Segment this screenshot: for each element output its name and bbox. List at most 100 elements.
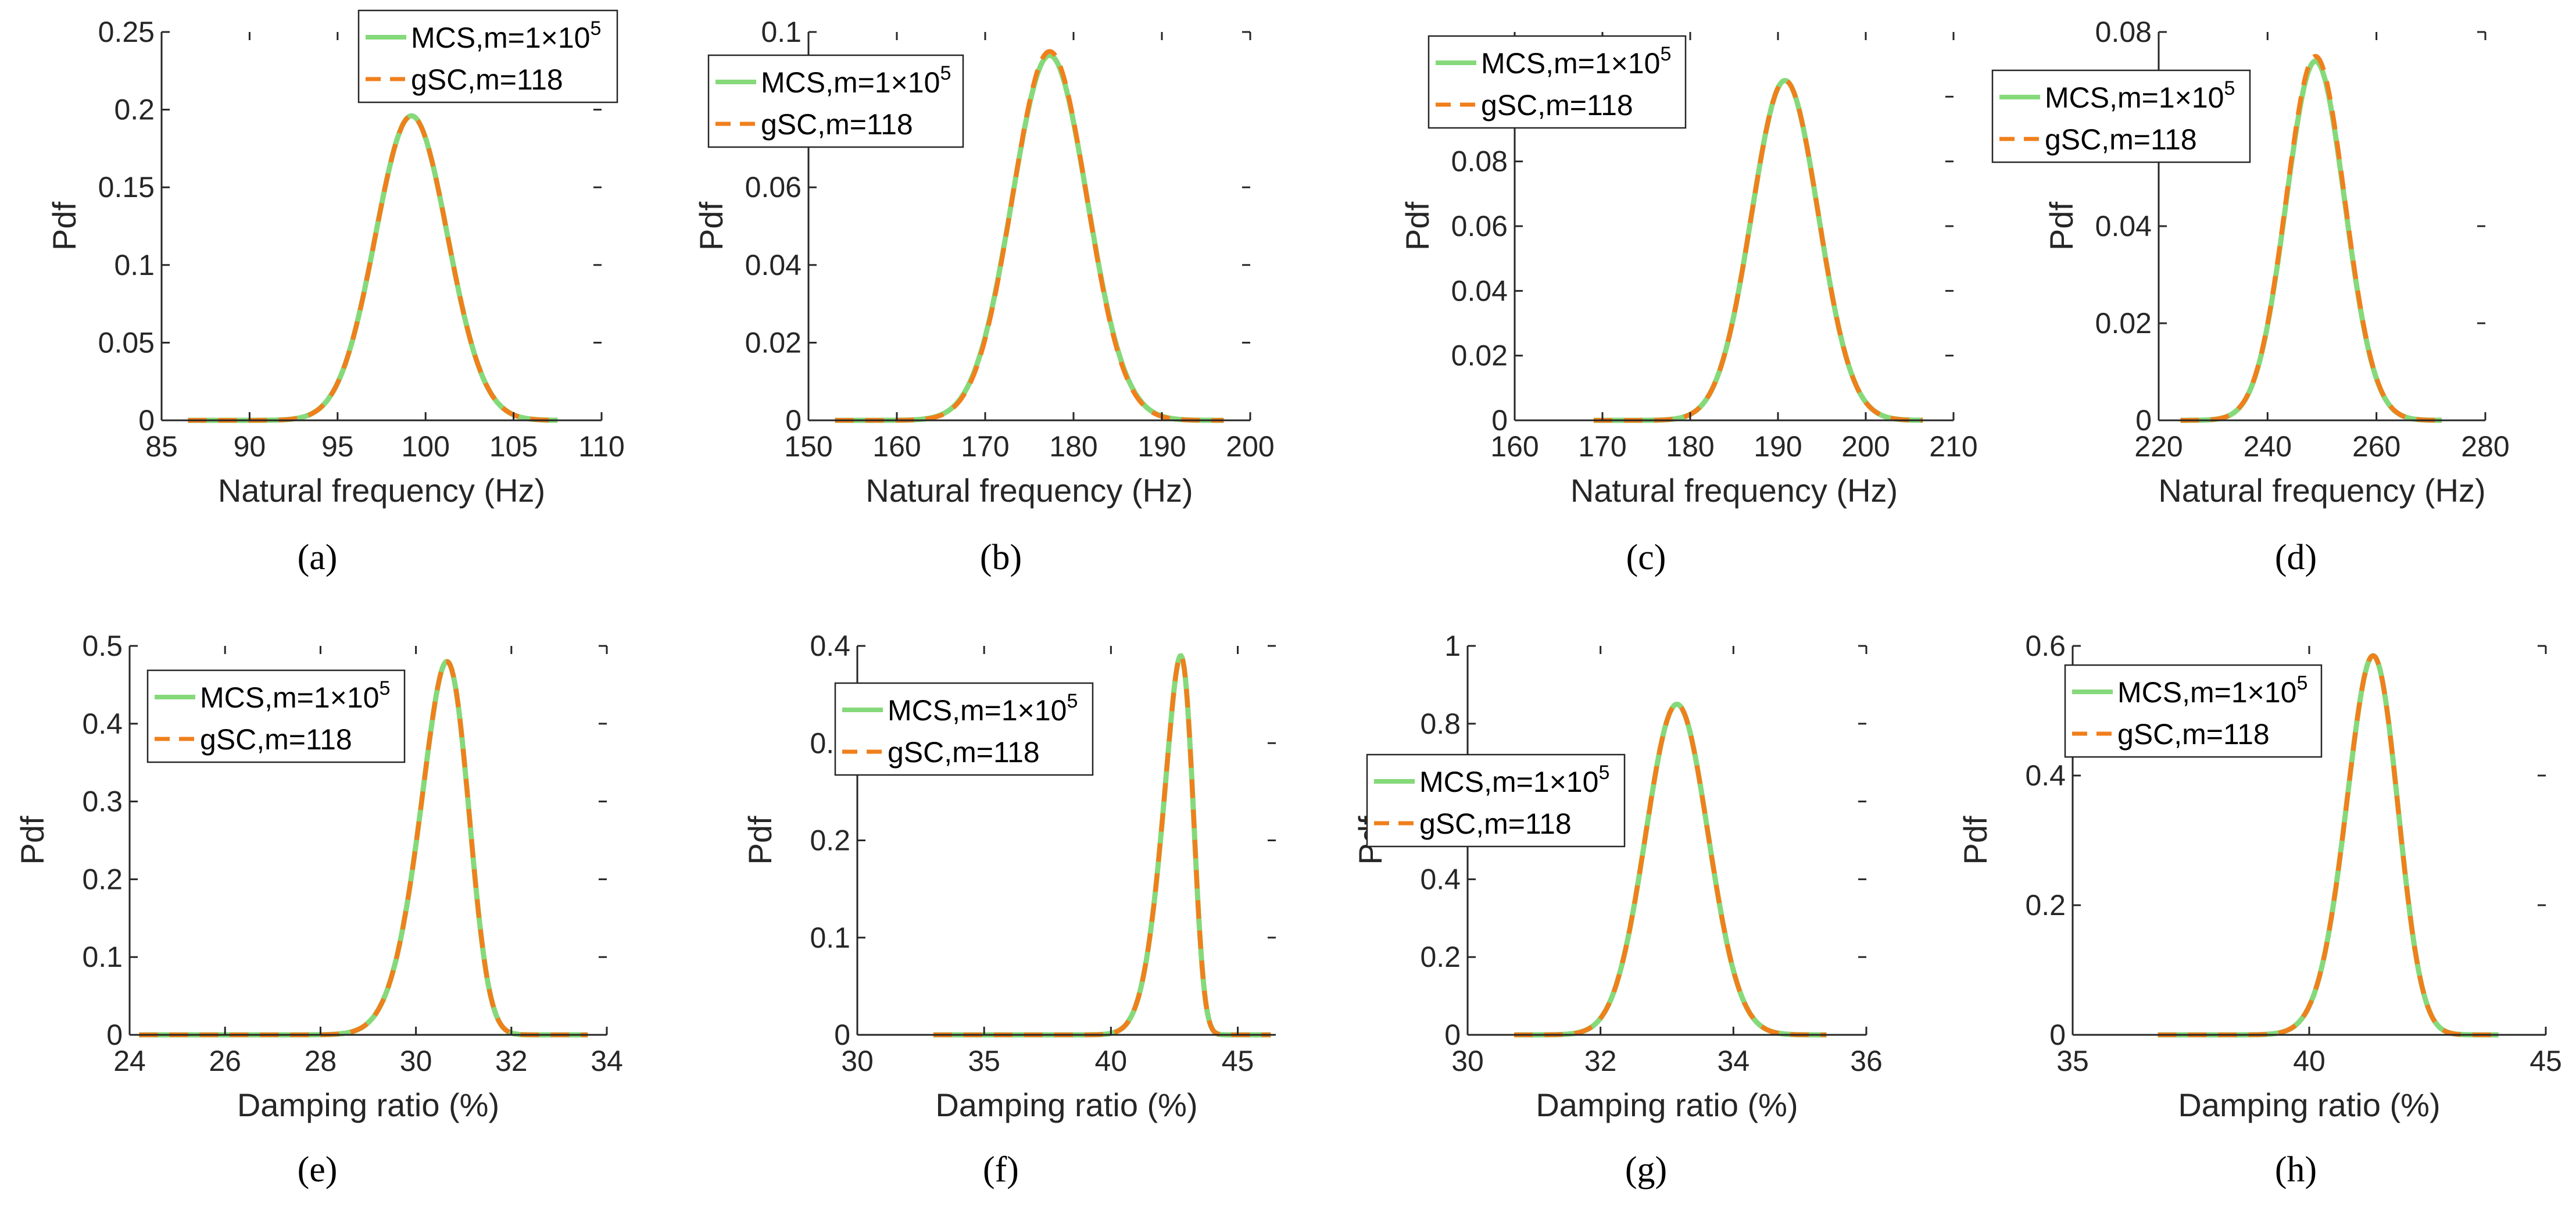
panel-caption: (b) [980, 538, 1022, 577]
panel-caption: (c) [1626, 538, 1666, 577]
y-tick-label: 0.4 [2025, 759, 2066, 792]
x-tick-label: 32 [1584, 1045, 1617, 1077]
legend-label-gsc: gSC,m=118 [2117, 718, 2270, 751]
legend-label-gsc: gSC,m=118 [761, 108, 913, 141]
x-tick-label: 85 [145, 430, 178, 463]
chart-panel-e: 24 26 28 30 32 34 0 0.1 0.2 0.3 0.4 0.5 Damping rati… [14, 630, 623, 1189]
x-axis-title: Damping ratio (%) [2178, 1087, 2440, 1123]
legend: MCS,m=1×105 gSC,m=118 [357, 9, 618, 103]
panel-caption: (h) [2275, 1150, 2317, 1189]
x-tick-label: 35 [968, 1045, 1000, 1077]
legend-superscript: 5 [590, 17, 601, 40]
y-tick-label: 0 [2135, 404, 2152, 437]
y-tick-label: 0.1 [114, 249, 155, 281]
y-tick-label: 0 [1491, 404, 1508, 437]
x-tick-label: 110 [578, 430, 625, 463]
y-tick-label: 0.1 [761, 16, 802, 48]
y-tick-label: 0 [2049, 1019, 2066, 1051]
legend-label-mcs: MCS,m=1×105 [1419, 762, 1609, 798]
legend: MCS,m=1×105 gSC,m=118 [146, 669, 406, 763]
x-tick-label: 170 [961, 430, 1009, 463]
chart-panel-d: 220 240 260 280 0 0.02 0.04 0.08 Natural frequen… [1991, 16, 2510, 577]
y-tick-label: 0.02 [745, 326, 802, 359]
x-tick-label: 150 [784, 430, 832, 463]
y-tick-label: 0.4 [82, 708, 123, 740]
legend-label-mcs: MCS,m=1×105 [411, 17, 601, 54]
x-tick-label: 260 [2352, 430, 2400, 463]
legend-superscript: 5 [2224, 77, 2235, 99]
y-tick-label: 0.2 [82, 863, 123, 895]
x-tick-label: 200 [1841, 430, 1890, 463]
y-tick-label: 0.02 [2095, 307, 2152, 340]
legend: MCS,m=1×105 gSC,m=118 [707, 54, 964, 148]
legend-superscript: 5 [1067, 690, 1078, 712]
x-tick-label: 170 [1578, 430, 1626, 463]
gsc-series-line [2178, 53, 2443, 423]
x-tick-label: 280 [2461, 430, 2509, 463]
legend-box [1427, 35, 1687, 129]
y-tick-label: 0.5 [82, 630, 123, 662]
y-tick-label: 0.2 [810, 824, 850, 857]
y-axis-title: Pdf [2043, 202, 2080, 251]
chart-panel-a: 85 90 95 100 105 110 0 0.05 0.1 0.15 0.2 0.25 Natura… [46, 9, 625, 577]
legend-label-gsc: gSC,m=118 [1419, 808, 1572, 840]
x-axis-title: Damping ratio (%) [1536, 1087, 1798, 1123]
legend-superscript: 5 [2296, 672, 2307, 694]
y-tick-label: 0.05 [98, 326, 155, 359]
legend-label-gsc: gSC,m=118 [2045, 123, 2197, 156]
y-tick-label: 0.1 [810, 921, 850, 954]
x-tick-label: 210 [1929, 430, 1977, 463]
x-tick-label: 160 [872, 430, 921, 463]
x-tick-label: 24 [113, 1045, 146, 1077]
legend-box [707, 54, 964, 148]
x-axis-title: Natural frequency (Hz) [2158, 472, 2485, 509]
legend-label-gsc: gSC,m=118 [411, 63, 563, 96]
legend-label-mcs: MCS,m=1×105 [888, 690, 1078, 727]
x-tick-label: 180 [1049, 430, 1097, 463]
x-tick-label: 28 [305, 1045, 337, 1077]
y-tick-label: 0.2 [2025, 889, 2066, 921]
x-tick-label: 220 [2134, 430, 2183, 463]
legend-label-mcs: MCS,m=1×105 [2117, 672, 2307, 709]
legend-label-gsc: gSC,m=118 [1481, 89, 1633, 122]
chart-panel-h: 35 40 45 0 0.2 0.4 0.6 Damping ratio (%) Pdf MCS,… [1957, 630, 2562, 1189]
y-tick-label: 0.06 [745, 171, 802, 203]
y-axis-title: Pdf [693, 202, 729, 251]
x-tick-label: 30 [400, 1045, 432, 1077]
y-tick-label: 0.15 [98, 171, 155, 203]
legend-label-mcs: MCS,m=1×105 [200, 677, 390, 714]
legend-superscript: 5 [940, 62, 951, 84]
legend-superscript: 5 [379, 677, 390, 699]
x-axis-title: Damping ratio (%) [237, 1087, 499, 1123]
legend-box [1366, 753, 1626, 848]
y-tick-label: 0.04 [1451, 274, 1508, 307]
x-tick-label: 30 [1451, 1045, 1484, 1077]
legend-box [834, 682, 1094, 776]
x-tick-label: 45 [1222, 1045, 1254, 1077]
y-axis-title: Pdf [46, 202, 83, 251]
legend-label-gsc: gSC,m=118 [200, 723, 352, 756]
y-axis-title: Pdf [1957, 816, 1994, 865]
legend: MCS,m=1×105 gSC,m=118 [834, 682, 1094, 776]
x-tick-label: 36 [1850, 1045, 1883, 1077]
y-tick-label: 0 [1444, 1019, 1461, 1051]
x-tick-label: 34 [591, 1045, 623, 1077]
y-tick-label: 0.4 [1420, 863, 1461, 895]
chart-panel-b: 150 160 170 180 190 200 0 0.02 0.04 0.06 0.1 Natura… [693, 16, 1275, 577]
legend: MCS,m=1×105 gSC,m=118 [1366, 753, 1626, 848]
legend-superscript: 5 [1660, 43, 1671, 65]
y-tick-label: 1 [1444, 630, 1461, 662]
panel-caption: (d) [2275, 538, 2317, 577]
x-axis-title: Natural frequency (Hz) [865, 472, 1193, 509]
y-tick-label: 0.3 [82, 785, 123, 818]
y-tick-label: 0.2 [114, 94, 155, 126]
legend-label-mcs: MCS,m=1×105 [1481, 43, 1671, 80]
y-tick-label: 0 [785, 404, 802, 437]
x-axis-title: Natural frequency (Hz) [1570, 472, 1898, 509]
x-tick-label: 34 [1718, 1045, 1750, 1077]
x-tick-label: 35 [2056, 1045, 2089, 1077]
x-tick-label: 26 [209, 1045, 241, 1077]
